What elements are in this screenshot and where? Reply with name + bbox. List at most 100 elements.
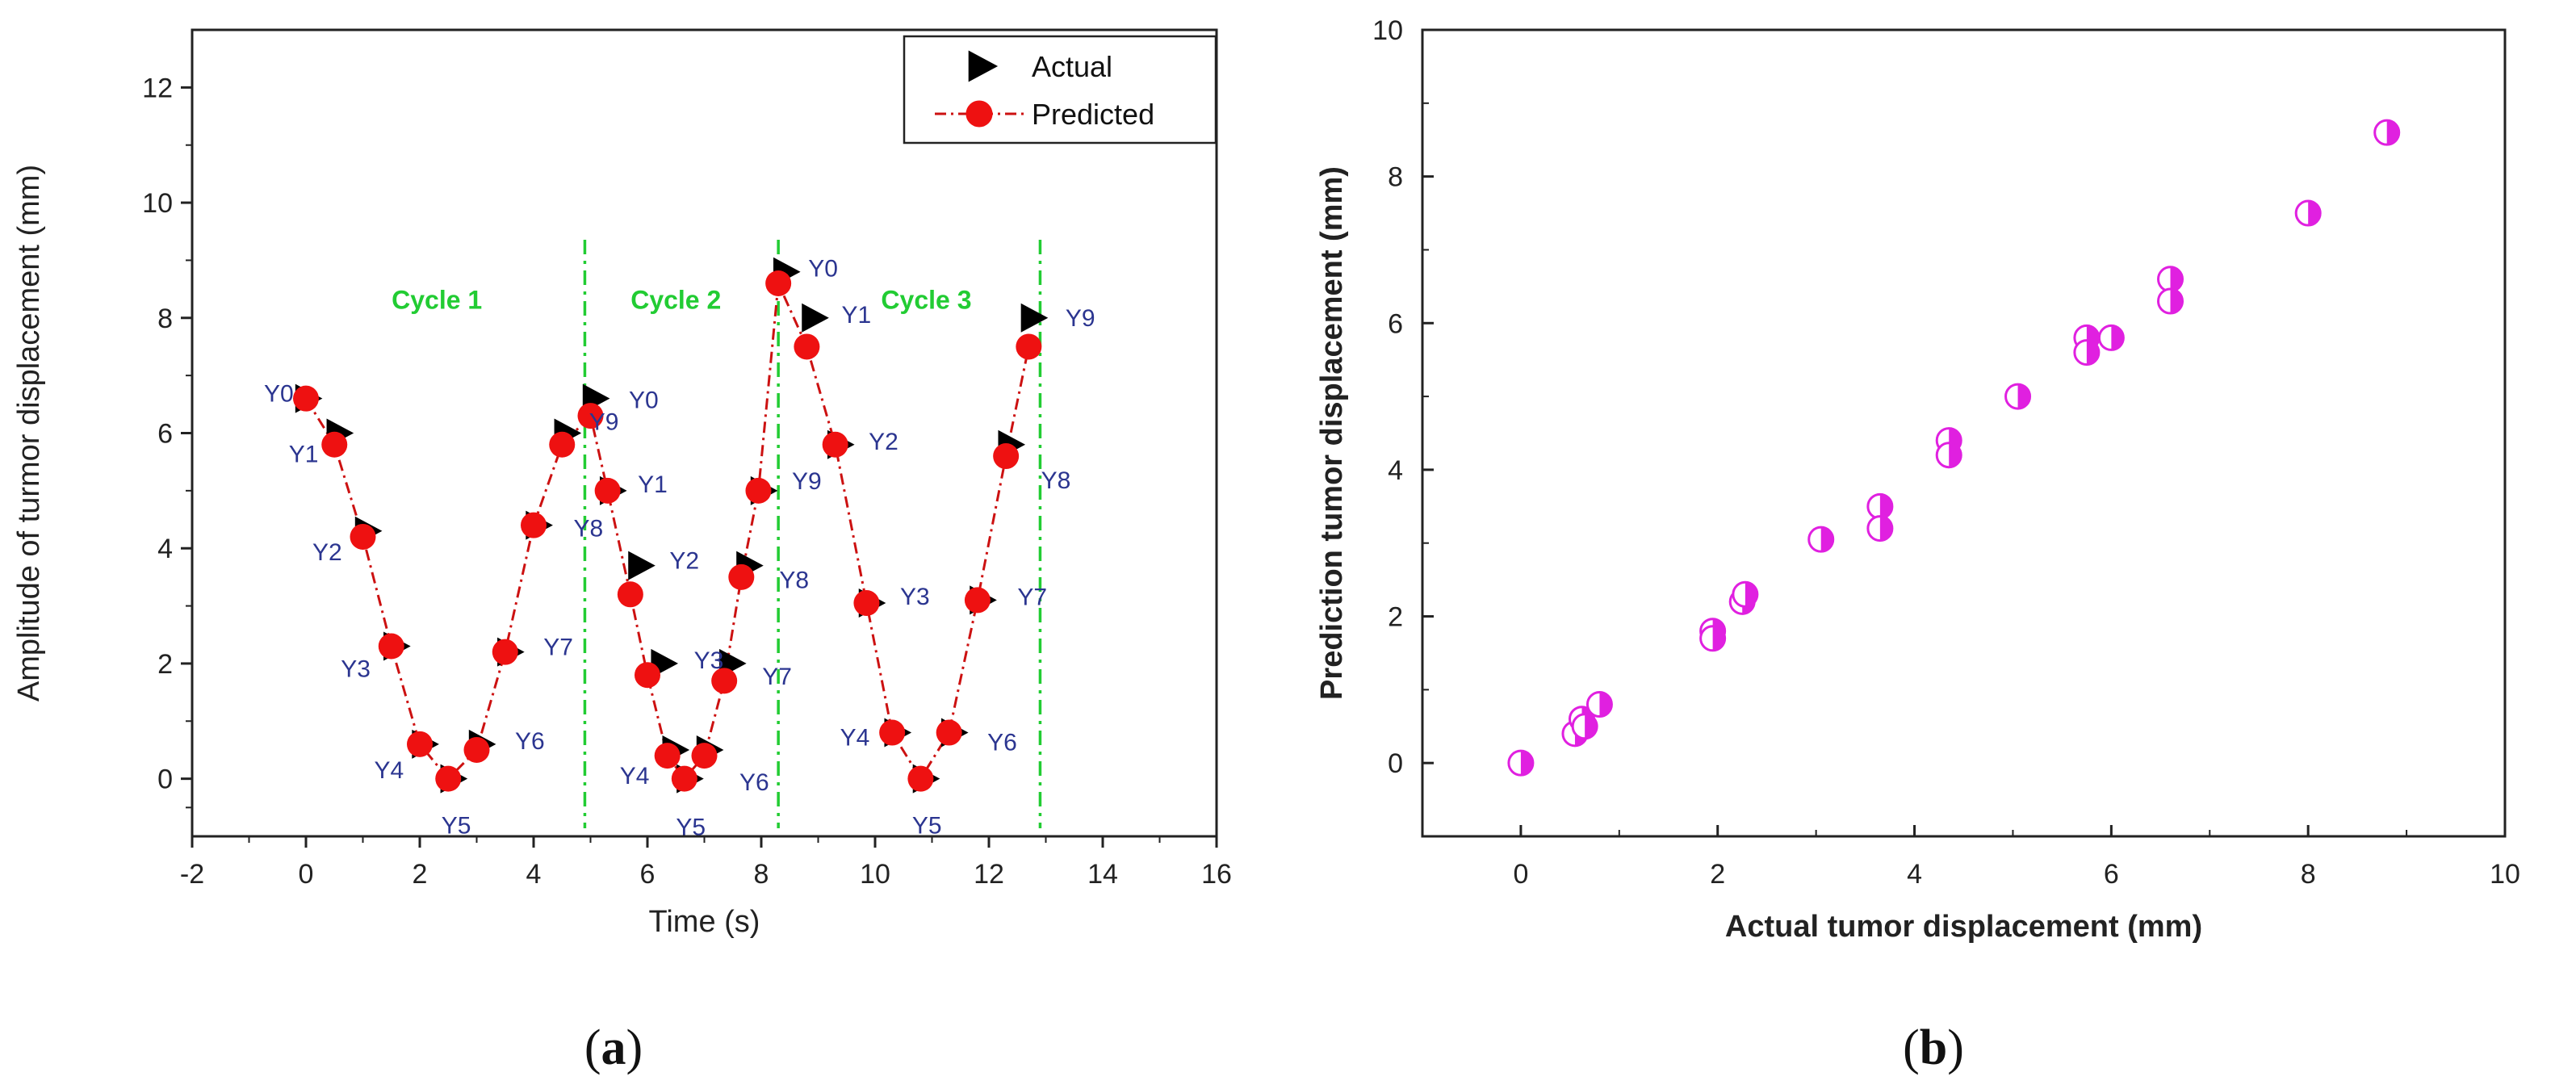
predicted-point (378, 633, 404, 660)
y-tick-label: 12 (142, 73, 173, 103)
point-label: Y7 (1017, 584, 1047, 610)
point-label: Y8 (574, 516, 604, 542)
x-tick-label: 10 (2490, 859, 2520, 890)
point-label: Y3 (694, 647, 724, 674)
panel-b-caption: (b) (1903, 1020, 1964, 1075)
scatter-point (2073, 339, 2101, 366)
y-tick-label: 0 (157, 764, 173, 795)
scatter-point (1585, 691, 1613, 718)
predicted-point (463, 736, 490, 763)
point-label: Y4 (840, 725, 870, 752)
cycle-label: Cycle 2 (630, 285, 721, 314)
panel-a-y-axis-title: Amplitude of turmor displacement (mm) (12, 165, 46, 702)
scatter-point (1507, 749, 1535, 777)
predicted-point (635, 662, 660, 689)
point-label: Y0 (629, 387, 659, 414)
predicted-point (964, 587, 991, 614)
y-tick-label: 2 (1388, 602, 1403, 633)
point-label: Y9 (589, 409, 619, 436)
panel-a-caption: (a) (584, 1020, 643, 1075)
predicted-point (1016, 333, 1042, 360)
panel-b-y-axis-title: Prediction tumor displacement (mm) (1315, 166, 1349, 700)
panel-a-caption-letter: a (601, 1020, 626, 1075)
predicted-point (407, 731, 433, 757)
y-tick-label: 6 (1388, 308, 1403, 339)
predicted-point (577, 403, 604, 429)
predicted-point (907, 765, 934, 792)
predicted-point (594, 477, 621, 504)
predicted-point (492, 639, 518, 665)
point-label: Y2 (312, 539, 342, 566)
cycle-label: Cycle 3 (881, 285, 971, 314)
predicted-point (617, 581, 643, 608)
predicted-point (853, 590, 880, 617)
y-tick-label: 2 (157, 649, 173, 680)
point-label: Y0 (808, 256, 838, 283)
panel-a-markers (293, 257, 1049, 794)
predicted-point (691, 743, 718, 769)
point-label: Y1 (841, 302, 871, 329)
panel-b-caption-letter: b (1920, 1020, 1947, 1075)
x-tick-label: 4 (526, 859, 542, 890)
scatter-point (1935, 442, 1962, 469)
point-label: Y0 (264, 381, 294, 408)
point-label: Y6 (987, 730, 1017, 756)
x-tick-label: 0 (1513, 859, 1528, 890)
point-label: Y6 (515, 728, 545, 755)
y-tick-label: 8 (1388, 162, 1403, 193)
scatter-point (2294, 199, 2322, 227)
point-label: Y2 (669, 548, 699, 575)
x-tick-label: 12 (974, 859, 1004, 890)
point-label: Y5 (912, 813, 942, 840)
point-label: Y8 (779, 568, 809, 594)
scatter-point (2157, 287, 2184, 315)
panel-b-scatter-chart: 0 2 4 6 8 10 0 2 4 6 8 10 Actual tumor displacement… (1315, 15, 2520, 944)
predicted-point (993, 443, 1020, 470)
x-tick-label: 2 (1710, 859, 1725, 890)
panel-a-legend: Actual Predicted (903, 35, 1217, 145)
point-label: Y1 (289, 442, 319, 468)
predicted-point (435, 765, 462, 792)
x-tick-label: 6 (2104, 859, 2119, 890)
scatter-point (1866, 515, 1894, 542)
panel-a-point-labels: Y0Y1Y2Y3Y4Y5Y6Y7Y8Y9Y0Y1Y2Y3Y4Y5Y6Y7Y8Y9… (264, 256, 1095, 841)
predicted-point (728, 563, 755, 590)
predicted-point (521, 512, 547, 538)
point-label: Y6 (739, 769, 769, 796)
predicted-point (350, 523, 376, 550)
x-tick-label: 10 (860, 859, 890, 890)
point-label: Y3 (341, 656, 371, 683)
x-tick-label: 16 (1201, 859, 1232, 890)
legend-actual-marker (968, 50, 999, 82)
y-tick-label: 0 (1388, 748, 1403, 779)
scatter-point (1732, 580, 1759, 608)
point-label: Y7 (762, 664, 792, 690)
scatter-point (2004, 383, 2032, 410)
predicted-point (321, 431, 348, 458)
scatter-point (1807, 526, 1835, 553)
x-tick-label: 6 (640, 859, 656, 890)
predicted-point (794, 333, 820, 360)
scatter-point (2157, 266, 2184, 293)
scatter-point (1571, 713, 1598, 740)
y-tick-label: 8 (157, 304, 173, 334)
y-tick-label: 4 (157, 534, 173, 564)
predicted-point (765, 270, 792, 296)
scatter-point (2097, 324, 2125, 351)
point-label: Y3 (900, 584, 930, 610)
predicted-point (879, 719, 906, 746)
panel-b-x-axis-title: Actual tumor displacement (mm) (1725, 910, 2202, 944)
predicted-point (745, 477, 772, 504)
x-tick-label: 0 (299, 859, 314, 890)
point-label: Y8 (1041, 467, 1071, 494)
panel-b-plot-frame (1421, 28, 2507, 838)
panel-a-cycle-boundaries: Cycle 1 Cycle 2 Cycle 3 (392, 240, 1042, 828)
y-tick-label: 10 (142, 188, 173, 219)
predicted-point (293, 385, 319, 412)
legend-predicted-marker (965, 100, 993, 128)
x-tick-label: 2 (413, 859, 428, 890)
scatter-point (2373, 119, 2401, 146)
x-tick-label: 14 (1087, 859, 1118, 890)
point-label: Y9 (792, 468, 822, 495)
